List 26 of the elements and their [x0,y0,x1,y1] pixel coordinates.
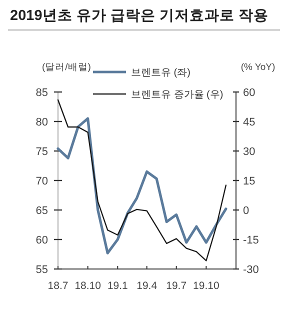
x-tick-label: 19.1 [107,280,128,292]
x-tick-label: 19.10 [193,280,220,292]
y-axis-title: (달러/배럴) [42,62,91,73]
y2-tick-label: -15 [243,234,259,246]
y2-tick-label: 60 [243,86,256,99]
x-tick-label: 19.4 [136,280,158,292]
y-tick-label: 65 [36,204,48,217]
x-tick-label: 19.7 [166,280,187,292]
y-tick-label: 70 [36,175,48,188]
x-tick-label: 18.10 [74,280,102,292]
y2-tick-label: -30 [243,264,259,276]
y-tick-label: 75 [36,146,48,158]
x-tick-label: 18.7 [48,280,68,292]
y2-tick-label: 30 [243,146,256,158]
legend-label: 브렌트유 (좌) [131,68,190,78]
y-tick-label: 80 [36,116,48,128]
y2-tick-label: 15 [243,175,256,188]
chart-title: 2019년초 유가 급락은 기저효과로 작용 [10,8,268,24]
y2-tick-label: 0 [243,204,250,217]
y-tick-label: 60 [36,234,48,246]
y-tick-label: 55 [36,264,48,276]
line-series [57,99,227,262]
legend-label: 브렌트유 증가율 (우) [131,90,224,100]
y2-tick-label: 45 [243,116,256,128]
y-tick-label: 85 [36,86,48,99]
y2-axis-title: (% YoY) [240,62,276,73]
